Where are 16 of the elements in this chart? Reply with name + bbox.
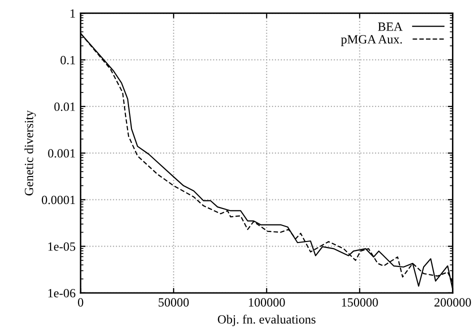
x-tick-label: 100000 <box>248 298 285 307</box>
y-tick-label: 0.001 <box>48 149 75 158</box>
y-tick-label: 1e-05 <box>48 242 76 251</box>
y-tick-label: 0.1 <box>60 56 75 64</box>
y-tick-label: 0.01 <box>54 102 75 111</box>
y-axis-title: Genetic diversity <box>24 110 36 196</box>
legend-label: pMGA Aux. <box>341 35 402 46</box>
y-tick-label: 0.0001 <box>42 196 75 204</box>
y-tick-label: 1e-06 <box>48 288 76 298</box>
x-tick-label: 0 <box>78 298 84 307</box>
legend-label: BEA <box>378 22 403 31</box>
x-tick-label: 50000 <box>158 298 189 307</box>
x-axis-title: Obj. fn. evaluations <box>218 314 316 326</box>
x-tick-label: 200000 <box>434 298 471 307</box>
y-tick-label: 1 <box>70 9 75 18</box>
x-tick-label: 150000 <box>342 298 378 307</box>
